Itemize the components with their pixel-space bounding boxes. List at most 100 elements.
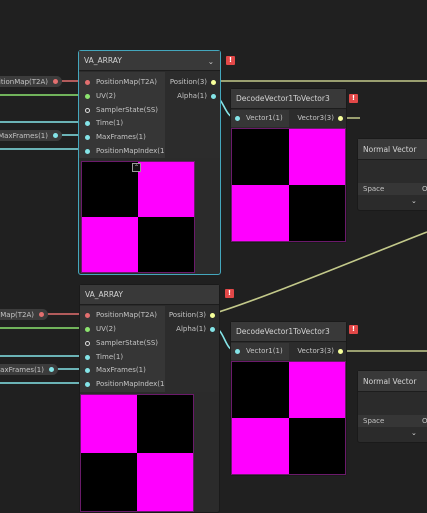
space-label: Space bbox=[363, 185, 385, 193]
input-port-position-map[interactable]: PositionMap(T2A) bbox=[85, 76, 157, 88]
warning-icon[interactable]: ! bbox=[225, 289, 234, 298]
output-port-position[interactable]: Position(3) bbox=[170, 76, 216, 88]
float-port-dot[interactable] bbox=[53, 133, 58, 138]
preview-cell bbox=[137, 453, 193, 511]
preview-cell bbox=[138, 162, 194, 217]
preview-cell bbox=[232, 129, 289, 185]
space-row[interactable]: Space O bbox=[358, 415, 427, 427]
expand-chevron-icon[interactable]: ⌄ bbox=[411, 197, 417, 205]
space-row[interactable]: Space O bbox=[358, 183, 427, 195]
output-port-vector3[interactable]: Vector3(3) bbox=[297, 112, 343, 124]
texture-port-dot[interactable] bbox=[53, 79, 58, 84]
collapse-chevron-icon[interactable]: ⌄ bbox=[207, 57, 214, 66]
sampler-port-dot[interactable] bbox=[85, 340, 90, 346]
property-pill-position-map-bottom[interactable]: ionMap(T2A) bbox=[0, 309, 48, 320]
warning-icon[interactable]: ! bbox=[349, 94, 358, 103]
uv-port-dot[interactable] bbox=[85, 326, 90, 332]
output-port-position[interactable]: Position(3) bbox=[169, 309, 215, 321]
input-port-vector1[interactable]: Vector1(1) bbox=[235, 345, 283, 357]
node-preview bbox=[231, 128, 346, 242]
preview-toggle-button[interactable]: ⌃ bbox=[132, 163, 141, 172]
node-preview bbox=[80, 394, 194, 512]
input-ports: Vector1(1) bbox=[231, 343, 289, 360]
float-port-dot[interactable] bbox=[85, 120, 90, 126]
node-header[interactable]: Normal Vector bbox=[358, 139, 427, 160]
vector3-port-dot[interactable] bbox=[338, 348, 343, 354]
float-port-dot[interactable] bbox=[49, 367, 54, 372]
va-array-node-top[interactable]: VA_ARRAY ⌄ PositionMap(T2A) UV(2) Sample… bbox=[78, 50, 221, 275]
input-port-sampler-state[interactable]: SamplerState(SS) bbox=[85, 337, 158, 349]
normal-vector-node-top[interactable]: Normal Vector Space O ⌄ bbox=[357, 138, 427, 211]
vector3-port-dot[interactable] bbox=[338, 115, 343, 121]
output-port-alpha[interactable]: Alpha(1) bbox=[177, 90, 216, 102]
node-title: DecodeVector1ToVector3 bbox=[236, 94, 330, 103]
float-port-dot[interactable] bbox=[85, 134, 90, 140]
input-port-uv[interactable]: UV(2) bbox=[85, 323, 116, 335]
output-ports: Position(3) Alpha(1) bbox=[165, 72, 220, 158]
preview-cell bbox=[81, 395, 137, 453]
preview-cell bbox=[288, 418, 345, 474]
float-port-dot[interactable] bbox=[211, 93, 216, 99]
decode-vector1-to-vector3-node-top[interactable]: DecodeVector1ToVector3 Vector1(1) Vector… bbox=[230, 88, 347, 243]
sampler-port-dot[interactable] bbox=[85, 107, 90, 113]
input-port-max-frames[interactable]: MaxFrames(1) bbox=[85, 131, 146, 143]
preview-cell bbox=[232, 418, 289, 474]
output-port-vector3[interactable]: Vector3(3) bbox=[297, 345, 343, 357]
output-ports: Vector3(3) bbox=[289, 110, 346, 127]
input-port-vector1[interactable]: Vector1(1) bbox=[235, 112, 283, 124]
node-title: VA_ARRAY bbox=[85, 290, 123, 299]
float-port-dot[interactable] bbox=[210, 326, 215, 332]
node-title: Normal Vector bbox=[363, 144, 417, 154]
vector3-port-dot[interactable] bbox=[210, 312, 215, 318]
input-port-position-map-index[interactable]: PositionMapIndex(1) bbox=[85, 145, 167, 157]
warning-icon[interactable]: ! bbox=[349, 325, 358, 334]
node-title: Normal Vector bbox=[363, 376, 417, 386]
texture-port-dot[interactable] bbox=[39, 312, 44, 317]
texture-port-dot[interactable] bbox=[85, 312, 90, 318]
preview-cell bbox=[232, 185, 289, 241]
float-port-dot[interactable] bbox=[235, 348, 240, 354]
node-preview bbox=[81, 161, 195, 273]
property-pill-maxframes-bottom[interactable]: MaxFrames(1) bbox=[0, 364, 58, 375]
node-header[interactable]: Normal Vector bbox=[358, 371, 427, 392]
node-title: VA_ARRAY bbox=[84, 56, 122, 65]
property-pill-maxframes-top[interactable]: MaxFrames(1) bbox=[0, 130, 62, 141]
input-port-sampler-state[interactable]: SamplerState(SS) bbox=[85, 104, 158, 116]
output-ports: Vector3(3) bbox=[289, 343, 346, 360]
float-port-dot[interactable] bbox=[85, 367, 90, 373]
expand-chevron-icon[interactable]: ⌄ bbox=[411, 429, 417, 437]
decode-vector1-to-vector3-node-bottom[interactable]: DecodeVector1ToVector3 Vector1(1) Vector… bbox=[230, 321, 347, 476]
input-port-uv[interactable]: UV(2) bbox=[85, 90, 116, 102]
input-port-time[interactable]: Time(1) bbox=[85, 351, 123, 363]
float-port-dot[interactable] bbox=[85, 354, 90, 360]
node-header[interactable]: VA_ARRAY ⌄ bbox=[79, 51, 220, 71]
output-port-alpha[interactable]: Alpha(1) bbox=[176, 323, 215, 335]
normal-vector-node-bottom[interactable]: Normal Vector Space O ⌄ bbox=[357, 370, 427, 443]
preview-cell bbox=[288, 129, 345, 185]
input-port-position-map-index[interactable]: PositionMapIndex(1) bbox=[85, 378, 167, 390]
va-array-node-bottom[interactable]: VA_ARRAY PositionMap(T2A) UV(2) SamplerS… bbox=[79, 284, 220, 513]
preview-cell bbox=[137, 395, 193, 453]
space-dropdown[interactable]: O bbox=[422, 417, 427, 425]
preview-cell bbox=[81, 453, 137, 511]
property-pill-position-map-top[interactable]: ositionMap(T2A) bbox=[0, 76, 62, 87]
input-port-position-map[interactable]: PositionMap(T2A) bbox=[85, 309, 157, 321]
space-dropdown[interactable]: O bbox=[422, 185, 427, 193]
texture-port-dot[interactable] bbox=[85, 79, 90, 85]
float-port-dot[interactable] bbox=[85, 381, 90, 387]
input-port-time[interactable]: Time(1) bbox=[85, 117, 123, 129]
output-ports: Position(3) Alpha(1) bbox=[165, 306, 219, 392]
warning-icon[interactable]: ! bbox=[226, 56, 235, 65]
preview-cell bbox=[232, 362, 289, 418]
node-header[interactable]: VA_ARRAY bbox=[80, 285, 219, 305]
uv-port-dot[interactable] bbox=[85, 93, 90, 99]
preview-cell bbox=[82, 217, 138, 272]
node-header[interactable]: DecodeVector1ToVector3 bbox=[231, 322, 346, 342]
float-port-dot[interactable] bbox=[85, 148, 90, 154]
input-port-max-frames[interactable]: MaxFrames(1) bbox=[85, 364, 146, 376]
preview-cell bbox=[288, 185, 345, 241]
float-port-dot[interactable] bbox=[235, 115, 240, 121]
node-header[interactable]: DecodeVector1ToVector3 bbox=[231, 89, 346, 109]
vector3-port-dot[interactable] bbox=[211, 79, 216, 85]
input-ports: Vector1(1) bbox=[231, 110, 289, 127]
